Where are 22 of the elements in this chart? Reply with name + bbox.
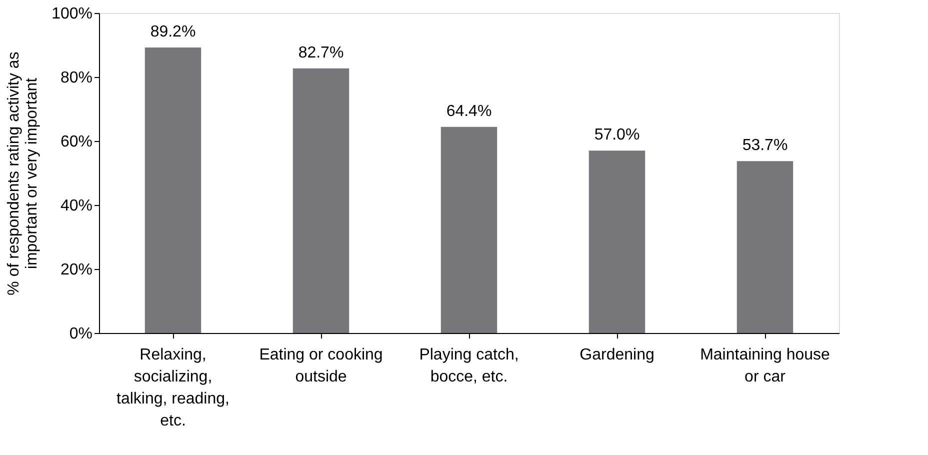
y-tick-label: 0%	[69, 326, 92, 342]
y-axis-title: % of respondents rating activity as important or very important	[6, 52, 41, 296]
data-label: 82.7%	[298, 44, 344, 62]
x-tick-label: Playing catch, bocce, etc.	[419, 346, 519, 386]
bar	[588, 150, 646, 333]
y-tick-label: 80%	[60, 70, 92, 86]
data-label: 53.7%	[742, 137, 788, 154]
y-tick-label: 20%	[60, 262, 92, 278]
y-tick-label: 60%	[60, 134, 92, 150]
bar	[144, 48, 202, 333]
bar	[736, 161, 794, 333]
data-label: 64.4%	[446, 102, 492, 120]
bar	[440, 126, 498, 333]
y-tick-label: 100%	[52, 6, 92, 22]
data-label: 89.2%	[150, 24, 196, 41]
data-label: 57.0%	[594, 126, 640, 144]
x-tick-label: Maintaining house or car	[700, 346, 830, 386]
x-tick-label: Gardening	[580, 346, 654, 364]
y-tick-label: 40%	[60, 198, 92, 214]
x-tick-label: Eating or cooking outside	[259, 346, 383, 386]
bar	[292, 68, 350, 333]
x-tick-label: Relaxing, socializing, talking, reading, etc.	[116, 346, 230, 430]
